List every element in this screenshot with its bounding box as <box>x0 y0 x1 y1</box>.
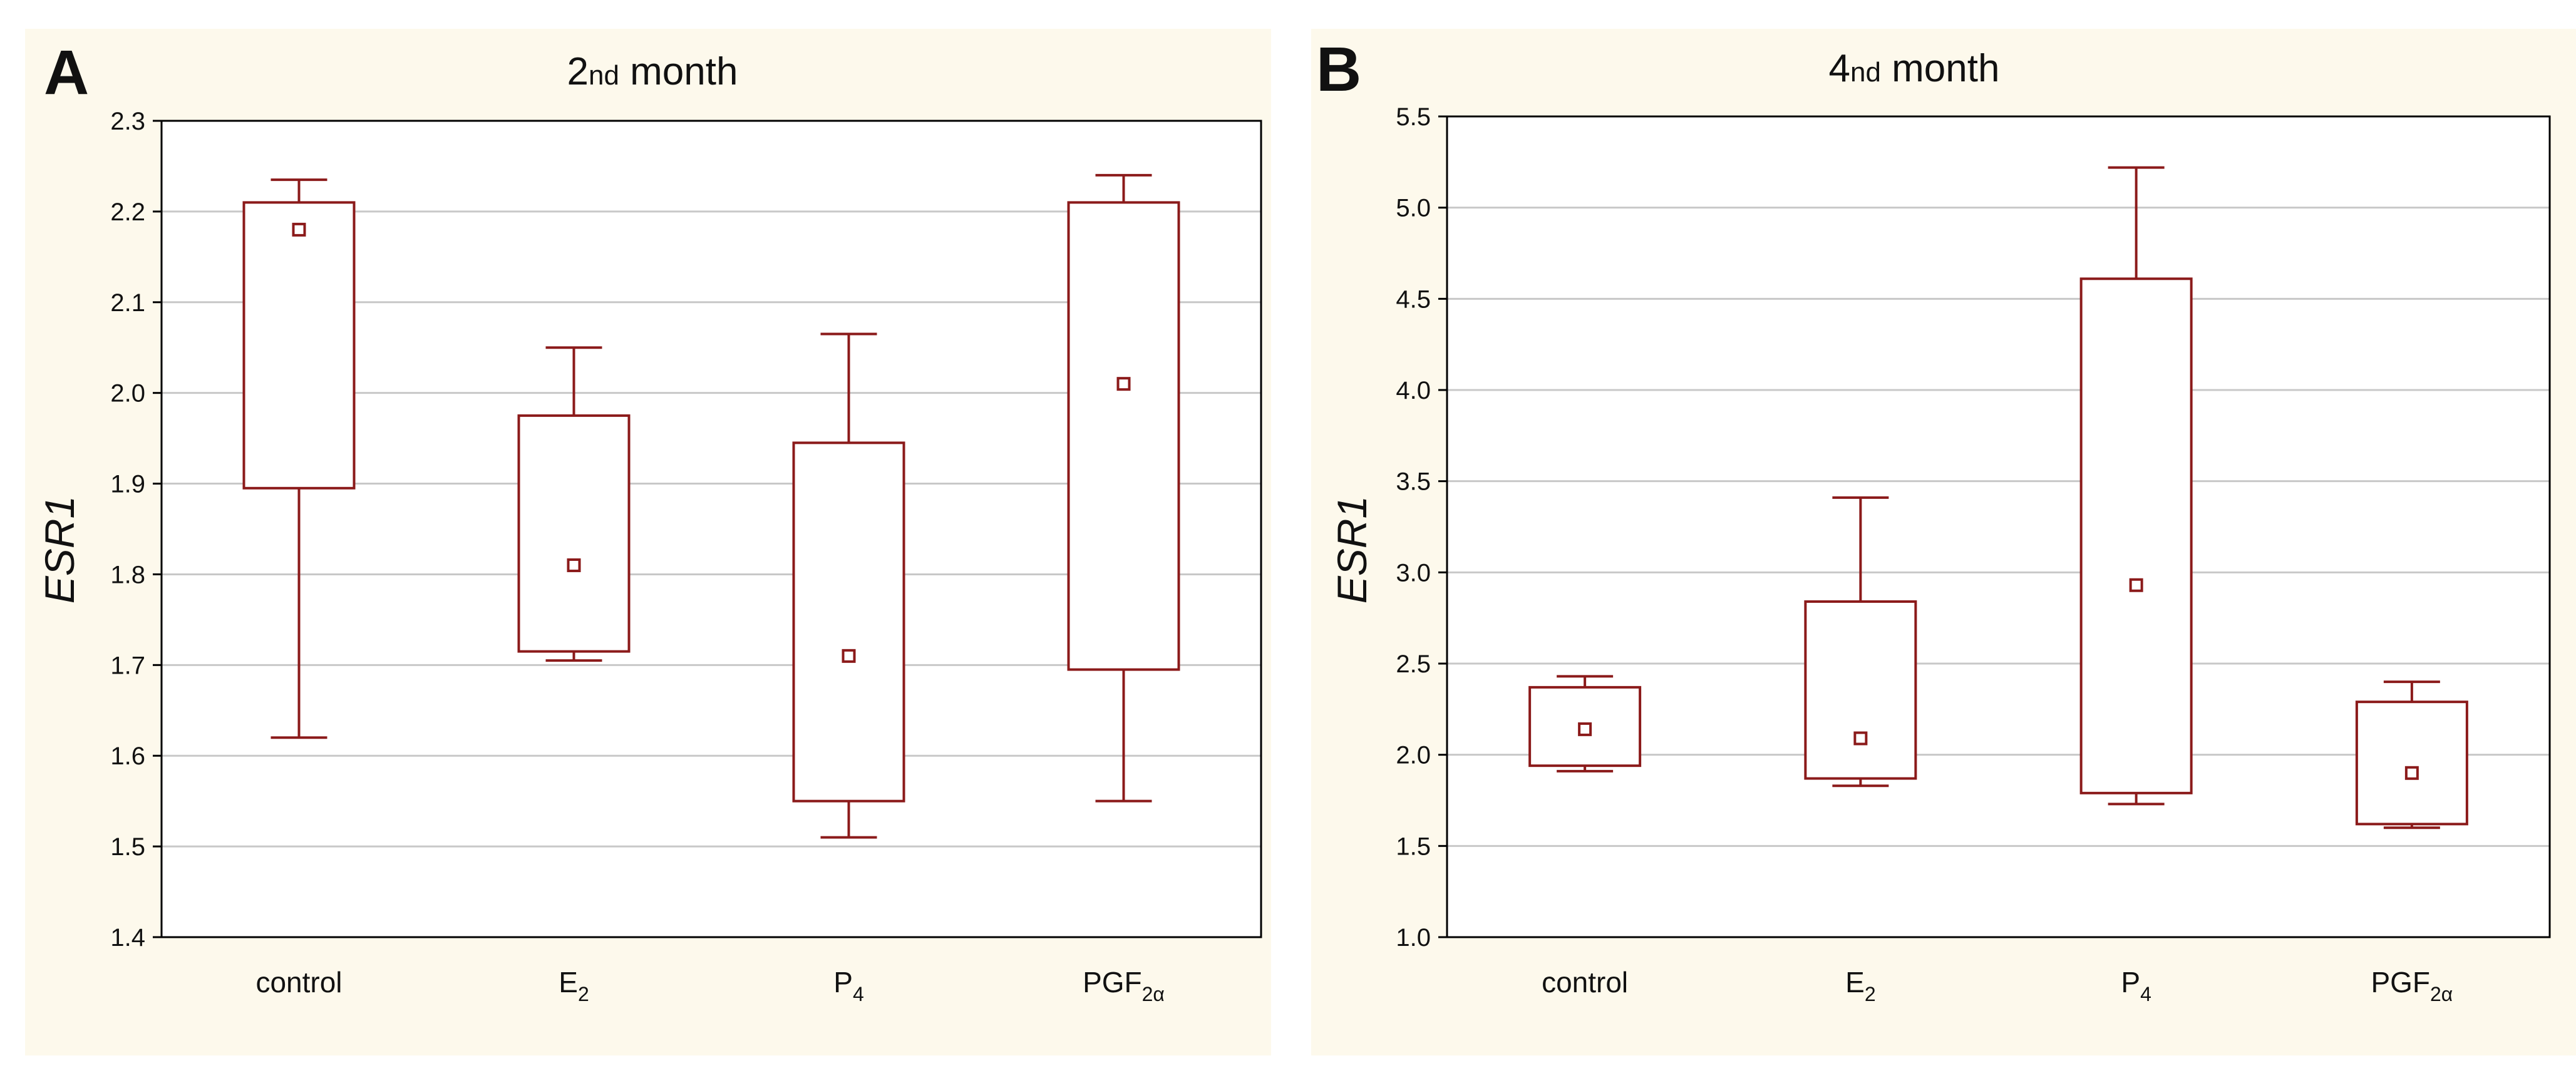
x-tick-label: E2 <box>559 966 589 1005</box>
box-1 <box>1528 675 1642 773</box>
median-marker <box>2129 578 2143 592</box>
panel-label: A <box>44 38 89 108</box>
x-tick-label: control <box>1542 966 1628 998</box>
chart-title: 4nd month <box>1829 47 2000 90</box>
y-tick-label: 4.0 <box>1396 377 1431 404</box>
median-marker <box>1853 731 1868 746</box>
y-tick-label: 1.4 <box>110 924 145 952</box>
median-marker <box>842 649 856 663</box>
y-tick-label: 1.9 <box>110 471 145 498</box>
box-2 <box>517 346 631 662</box>
x-tick-label: PGF2α <box>2371 966 2453 1005</box>
y-tick-label: 1.5 <box>1396 833 1431 860</box>
panel-label: B <box>1316 34 1361 105</box>
x-tick-label: P4 <box>833 966 863 1005</box>
box-iqr <box>1804 600 1917 780</box>
y-tick-label: 1.0 <box>1396 924 1431 952</box>
y-tick-label: 2.2 <box>110 198 145 226</box>
y-tick-label: 2.5 <box>1396 650 1431 678</box>
y-tick-label: 2.0 <box>110 380 145 408</box>
box-4 <box>1067 173 1180 803</box>
x-tick-label: PGF2α <box>1083 966 1165 1005</box>
median-marker <box>1578 722 1592 736</box>
y-axis-label: ESR1 <box>1329 496 1375 603</box>
median-marker <box>2404 766 2419 780</box>
box-1 <box>242 178 356 739</box>
box-iqr <box>2079 277 2193 794</box>
median-marker <box>567 558 581 572</box>
box-iqr <box>242 201 356 490</box>
y-tick-label: 3.0 <box>1396 559 1431 587</box>
median-marker <box>292 222 306 237</box>
panel-a: 1.4 1.5 1.6 1.7 1.8 1.9 2.0 2.1 2.2 2.3 control E2 P… <box>25 29 1271 1055</box>
box-4 <box>2355 680 2468 829</box>
y-tick-label: 1.7 <box>110 652 145 679</box>
y-tick-label: 2.1 <box>110 289 145 317</box>
y-tick-label: 2.0 <box>1396 742 1431 769</box>
box-iqr <box>792 441 905 803</box>
x-tick-label: P4 <box>2121 966 2151 1005</box>
box-2 <box>1804 496 1917 788</box>
y-tick-label: 4.5 <box>1396 285 1431 313</box>
box-iqr <box>517 414 631 653</box>
plot-frame <box>160 120 1262 938</box>
box-3 <box>2079 166 2193 806</box>
y-axis-label: ESR1 <box>36 496 83 603</box>
median-marker <box>1116 377 1131 391</box>
y-tick-label: 5.5 <box>1396 103 1431 131</box>
x-tick-label: E2 <box>1845 966 1875 1005</box>
y-tick-label: 3.5 <box>1396 468 1431 496</box>
chart-title: 2nd month <box>567 50 738 93</box>
plot-frame <box>1446 115 2551 938</box>
y-tick-label: 1.6 <box>110 742 145 770</box>
y-tick-label: 1.8 <box>110 561 145 588</box>
box-3 <box>792 332 905 839</box>
panel-b: 1.0 1.5 2.0 2.5 3.0 3.5 4.0 4.5 5.0 5.5 control E2 P… <box>1311 29 2576 1055</box>
y-tick-label: 2.3 <box>110 108 145 135</box>
y-tick-label: 1.5 <box>110 833 145 861</box>
box-iqr <box>2355 701 2468 826</box>
x-tick-label: control <box>255 966 342 998</box>
box-iqr <box>1067 201 1180 671</box>
y-tick-label: 5.0 <box>1396 195 1431 222</box>
